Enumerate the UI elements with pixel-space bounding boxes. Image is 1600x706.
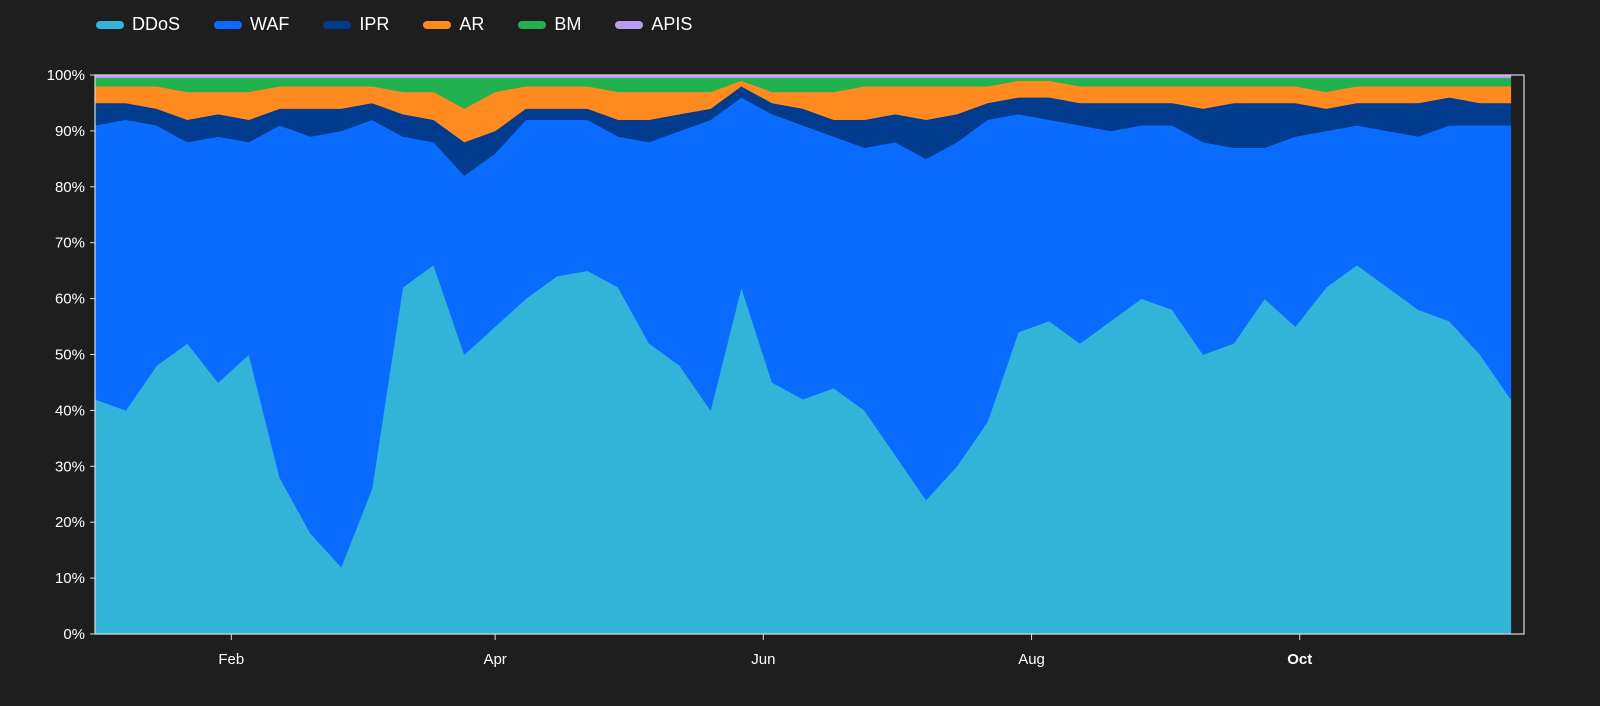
legend-label: APIS xyxy=(651,14,693,34)
legend-item-apis[interactable]: APIS xyxy=(615,14,692,35)
x-tick-label: Oct xyxy=(1287,651,1312,668)
y-tick-label: 40% xyxy=(55,402,85,419)
legend-item-waf[interactable]: WAF xyxy=(214,14,289,35)
y-tick-label: 30% xyxy=(55,458,85,475)
legend-label: AR xyxy=(459,14,485,34)
legend-swatch xyxy=(214,20,243,29)
x-axis: Feb Apr Jun Aug Oct xyxy=(218,634,1312,668)
x-tick-label: Apr xyxy=(483,651,506,668)
y-axis: 0% 10% 20% 30% 40% 50% 60% 70% 80% 90% 100% xyxy=(47,67,95,643)
y-tick-label: 20% xyxy=(55,514,85,531)
legend-label: BM xyxy=(554,14,582,34)
legend: DDoS WAF IPR AR BM APIS xyxy=(96,14,726,35)
legend-label: WAF xyxy=(250,14,290,34)
y-tick-label: 50% xyxy=(55,347,85,364)
legend-item-ar[interactable]: AR xyxy=(423,14,484,35)
legend-swatch xyxy=(323,20,352,29)
y-tick-label: 10% xyxy=(55,570,85,587)
x-tick-label: Feb xyxy=(218,651,244,668)
legend-item-bm[interactable]: BM xyxy=(518,14,581,35)
x-tick-label: Jun xyxy=(751,651,775,668)
y-tick-label: 100% xyxy=(47,67,85,84)
legend-swatch xyxy=(96,20,124,29)
legend-swatch xyxy=(615,20,644,29)
legend-label: IPR xyxy=(359,14,390,34)
x-tick-label: Aug xyxy=(1018,651,1045,668)
legend-swatch xyxy=(518,20,547,29)
y-tick-label: 80% xyxy=(55,179,85,196)
y-tick-label: 70% xyxy=(55,235,85,252)
y-tick-label: 0% xyxy=(63,626,85,643)
legend-label: DDoS xyxy=(132,14,181,34)
y-tick-label: 90% xyxy=(55,123,85,140)
y-tick-label: 60% xyxy=(55,291,85,308)
area-layers xyxy=(94,74,1512,635)
legend-swatch xyxy=(423,20,452,29)
legend-item-ipr[interactable]: IPR xyxy=(323,14,389,35)
legend-item-ddos[interactable]: DDoS xyxy=(96,14,180,35)
